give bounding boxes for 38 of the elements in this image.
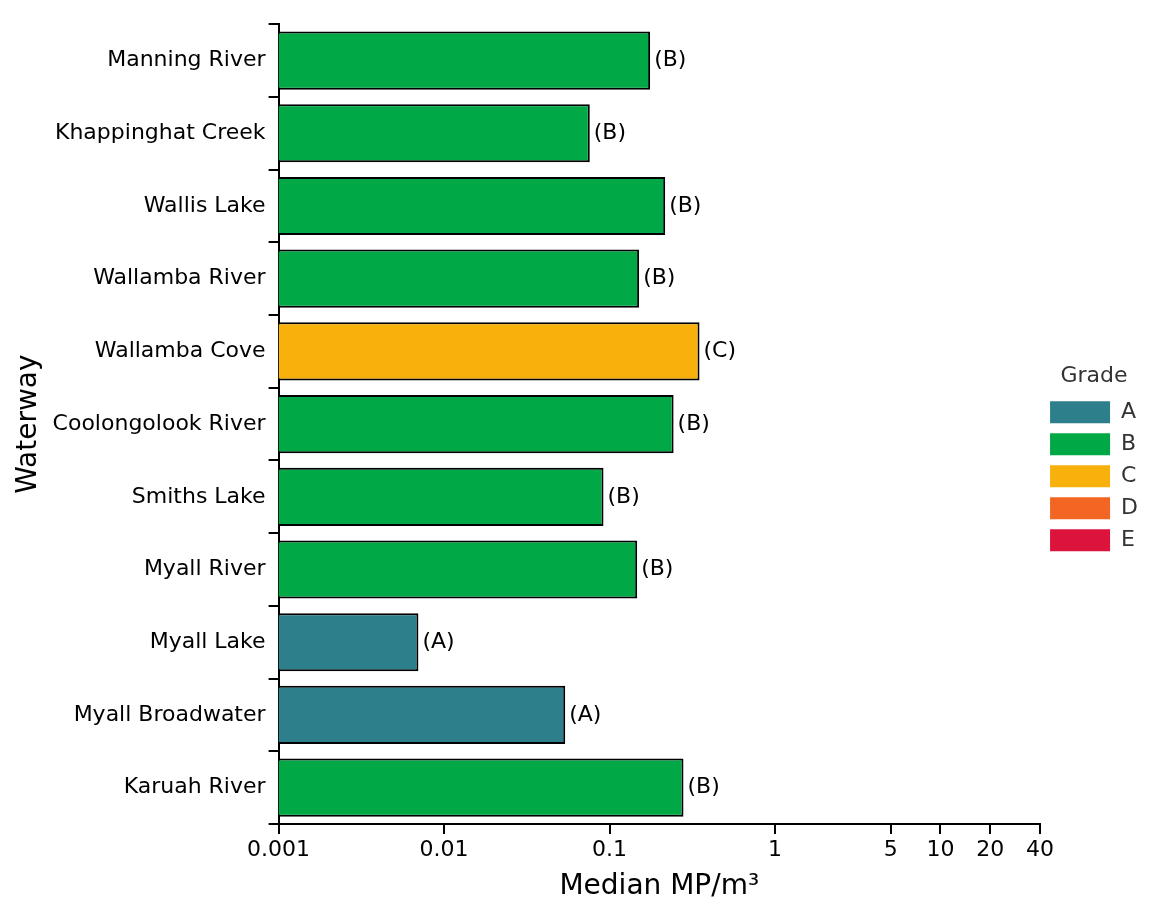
legend-label: E bbox=[1121, 525, 1135, 551]
y-tick-label: Wallamba River bbox=[93, 264, 267, 290]
data-label: (B) bbox=[641, 555, 674, 581]
x-tick-label: 0.01 bbox=[419, 835, 469, 861]
x-tick-label: 0.001 bbox=[247, 835, 311, 861]
y-tick-label: Wallamba Cove bbox=[94, 337, 266, 363]
y-tick-label: Myall Broadwater bbox=[73, 700, 267, 726]
y-tick-label: Manning River bbox=[107, 46, 267, 72]
y-tick-label: Karuah River bbox=[123, 773, 267, 799]
x-tick-label: 40 bbox=[1026, 835, 1055, 861]
legend-label: C bbox=[1121, 461, 1137, 487]
legend-label: D bbox=[1121, 493, 1139, 519]
x-tick-label: 5 bbox=[883, 835, 898, 861]
data-label: (B) bbox=[677, 409, 710, 435]
data-label: (B) bbox=[669, 191, 702, 217]
x-tick-label: 0.1 bbox=[592, 835, 628, 861]
x-tick-label: 20 bbox=[976, 835, 1005, 861]
data-label: (B) bbox=[643, 264, 676, 290]
x-axis-title: Median MP/m³ bbox=[559, 868, 760, 902]
y-tick-label: Myall River bbox=[143, 555, 267, 581]
y-tick-label: Myall Lake bbox=[149, 627, 266, 653]
x-tick-label: 1 bbox=[767, 835, 782, 861]
data-label: (A) bbox=[569, 700, 602, 726]
y-axis-title: Waterway bbox=[10, 354, 44, 494]
y-tick-label: Khappinghat Creek bbox=[54, 118, 266, 144]
data-label: (B) bbox=[654, 46, 687, 72]
x-tick-label: 10 bbox=[926, 835, 955, 861]
data-label: (A) bbox=[422, 627, 455, 653]
legend-title: Grade bbox=[1060, 361, 1128, 387]
legend-label: B bbox=[1121, 429, 1137, 455]
data-label: (B) bbox=[687, 773, 720, 799]
data-label: (B) bbox=[593, 118, 627, 144]
data-label: (C) bbox=[703, 337, 737, 363]
data-label: (B) bbox=[607, 482, 640, 508]
y-tick-label: Smiths Lake bbox=[131, 482, 266, 508]
y-tick-label: Coolongolook River bbox=[52, 409, 267, 435]
y-tick-label: Wallis Lake bbox=[143, 191, 266, 217]
legend-label: A bbox=[1121, 397, 1137, 423]
